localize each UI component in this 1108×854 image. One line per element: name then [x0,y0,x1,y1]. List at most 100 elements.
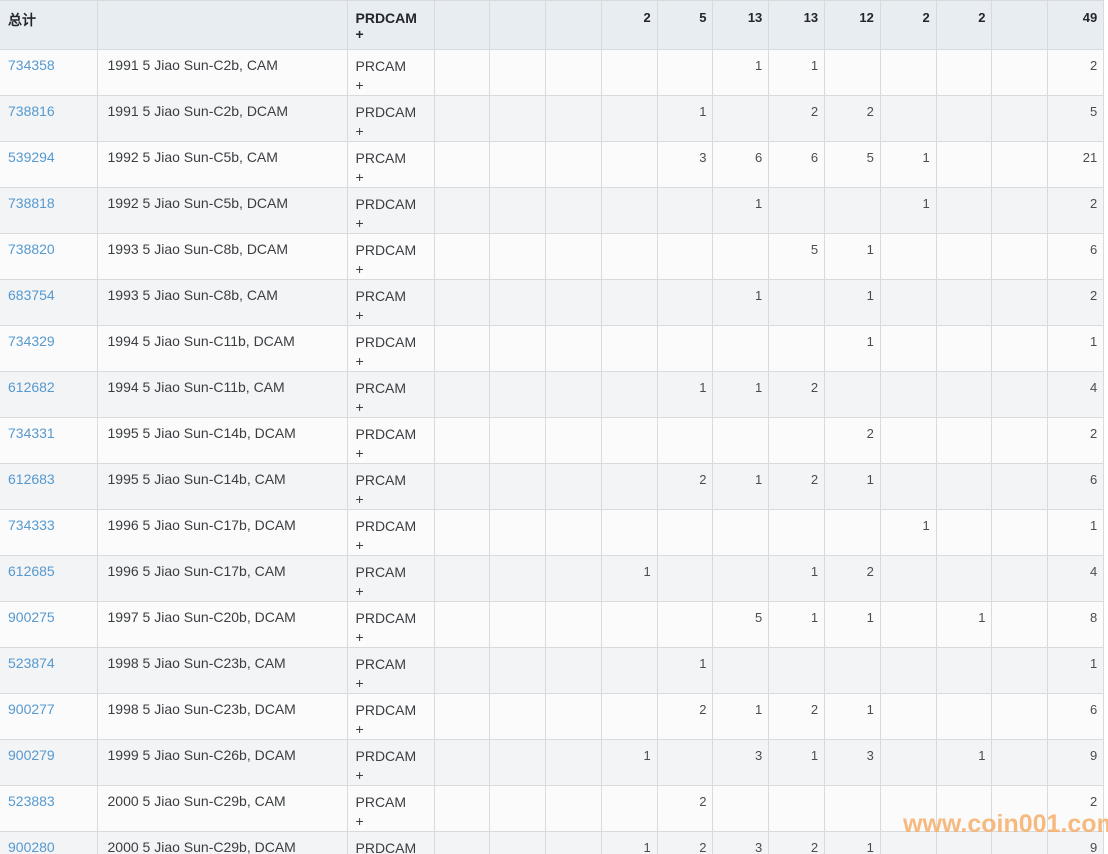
coin-id-link[interactable]: 683754 [8,287,55,303]
grade-count-cell [656,233,714,280]
row-total-cell: 5 [1047,95,1105,142]
table-body: 734358 1991 5 Jiao Sun-C2b, CAM PRCAM +1 1 2 7… [0,49,1105,854]
grade-count-cell [935,693,993,740]
grade-count-cell [545,325,602,372]
row-id-cell: 523883 [0,785,98,832]
grade-count-cell [656,187,714,234]
coin-id-link[interactable]: 738818 [8,195,55,211]
coin-description: 1994 5 Jiao Sun-C11b, DCAM [96,325,348,372]
grade-count-cell [433,187,491,234]
grade-count-cell: 1 [935,739,993,786]
row-id-cell: 900280 [0,831,98,854]
grade-count-cell [935,187,993,234]
row-total-cell: 6 [1047,463,1105,510]
grade-count-cell: 1 [824,279,881,326]
grade-count-cell [600,417,658,464]
coin-id-link[interactable]: 523883 [8,793,55,809]
grade-count-cell [991,279,1049,326]
totals-value-cell: 2 [600,0,658,50]
category-label: PRDCAM [355,196,417,212]
grade-count-cell [489,509,547,556]
grade-count-cell [433,417,491,464]
category-cell: PRDCAM + [346,187,435,234]
row-id-cell: 539294 [0,141,98,188]
coin-id-link[interactable]: 734358 [8,57,55,73]
grade-count-cell [545,463,602,510]
grade-count-cell [545,647,602,694]
category-plus: + [355,721,364,737]
coin-id-link[interactable]: 900280 [8,839,55,854]
coin-id-link[interactable]: 734331 [8,425,55,441]
grade-count-cell [824,371,881,418]
grade-count-cell [656,739,714,786]
coin-id-link[interactable]: 900279 [8,747,55,763]
category-plus: + [355,77,364,93]
grade-count-cell: 1 [935,601,993,648]
row-id-cell: 734333 [0,509,98,556]
coin-id-link[interactable]: 523874 [8,655,55,671]
row-total-cell: 2 [1047,785,1105,832]
coin-id-link[interactable]: 612682 [8,379,55,395]
coin-id-link[interactable]: 900275 [8,609,55,625]
table-row: 683754 1993 5 Jiao Sun-C8b, CAM PRCAM +1 1 2 [0,279,1105,326]
grade-count-cell [489,601,547,648]
row-total-cell: 1 [1047,509,1105,556]
totals-value-cell: 2 [935,0,993,50]
grade-count-cell [991,325,1049,372]
grade-count-cell [879,417,937,464]
grade-count-cell [489,233,547,280]
category-label: PRCAM [355,150,407,166]
coin-id-link[interactable]: 539294 [8,149,55,165]
grade-count-cell [935,279,993,326]
grade-count-cell: 3 [712,739,770,786]
grade-count-cell [879,49,937,96]
grade-count-cell [489,739,547,786]
category-plus: + [355,629,364,645]
grade-count-cell: 1 [712,693,770,740]
grade-count-cell: 3 [656,141,714,188]
coin-id-link[interactable]: 738820 [8,241,55,257]
row-id-cell: 900279 [0,739,98,786]
category-label: PRDCAM [355,702,417,718]
grade-count-cell [935,95,993,142]
coin-id-link[interactable]: 734333 [8,517,55,533]
coin-id-link[interactable]: 900277 [8,701,55,717]
category-cell: PRDCAM + [346,417,435,464]
category-label: PRCAM [355,564,407,580]
category-header-plus: + [355,26,364,42]
grade-count-cell [935,555,993,602]
grade-count-cell [600,601,658,648]
grade-count-cell [824,49,881,96]
coin-id-link[interactable]: 612685 [8,563,55,579]
coin-description: 1993 5 Jiao Sun-C8b, CAM [96,279,348,326]
table-row: 612683 1995 5 Jiao Sun-C14b, CAM PRCAM +2 1 2… [0,463,1105,510]
grade-count-cell [545,555,602,602]
coin-id-link[interactable]: 734329 [8,333,55,349]
totals-value-cell [991,0,1049,50]
coin-id-link[interactable]: 612683 [8,471,55,487]
coin-id-link[interactable]: 738816 [8,103,55,119]
coin-description: 1994 5 Jiao Sun-C11b, CAM [96,371,348,418]
grade-count-cell: 1 [712,49,770,96]
coin-description: 1997 5 Jiao Sun-C20b, DCAM [96,601,348,648]
coin-description: 1991 5 Jiao Sun-C2b, DCAM [96,95,348,142]
grade-count-cell [600,509,658,556]
category-plus: + [355,353,364,369]
grade-count-cell: 2 [824,417,881,464]
grade-count-cell: 6 [712,141,770,188]
grade-count-cell [545,187,602,234]
grade-count-cell: 1 [824,693,881,740]
totals-value-cell: 2 [879,0,937,50]
coin-description: 1996 5 Jiao Sun-C17b, CAM [96,555,348,602]
category-cell: PRCAM + [346,647,435,694]
table-row: 738818 1992 5 Jiao Sun-C5b, DCAM PRDCAM +1 1… [0,187,1105,234]
grade-count-cell [433,371,491,418]
row-total-cell: 2 [1047,187,1105,234]
table-row: 734333 1996 5 Jiao Sun-C17b, DCAM PRDCAM +1… [0,509,1105,556]
grade-count-cell [879,739,937,786]
grade-count-cell [935,785,993,832]
grade-count-cell [879,601,937,648]
row-total-cell: 9 [1047,739,1105,786]
row-total-cell: 4 [1047,555,1105,602]
